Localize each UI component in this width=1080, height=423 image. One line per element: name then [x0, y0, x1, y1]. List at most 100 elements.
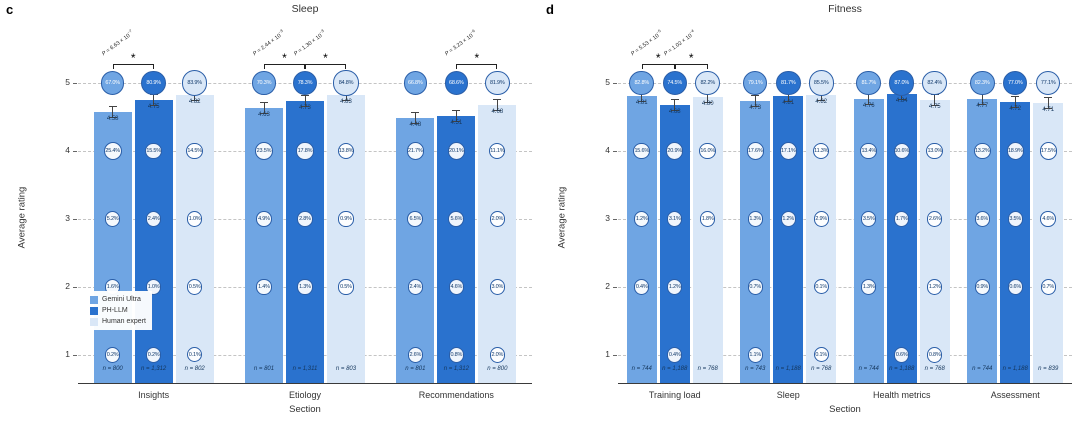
rating-bubble: 82.4%	[922, 70, 948, 96]
rating-bubble: 17.6%	[746, 142, 764, 160]
rating-bubble: 0.5%	[338, 279, 354, 295]
bar-gemini-ultra	[967, 98, 998, 383]
rating-bubble: 82.8%	[629, 70, 655, 96]
bar-human-expert	[692, 96, 723, 383]
mean-value: 4.83	[340, 98, 352, 105]
bar-gemini-ultra	[396, 118, 435, 383]
rating-bubble: 0.6%	[894, 347, 910, 363]
rating-bubble: 0.7%	[747, 279, 763, 295]
rating-bubble: 6.5%	[407, 211, 424, 227]
rating-bubble: 15.6%	[633, 142, 651, 160]
error-bar	[670, 98, 679, 111]
rating-bubble: 0.6%	[1007, 279, 1023, 295]
sample-size: n = 744	[972, 366, 993, 372]
rating-bubble: 81.9%	[484, 70, 510, 96]
category-label: Assessment	[990, 390, 1040, 400]
rating-bubble: 0.9%	[974, 279, 990, 295]
rating-bubble: 17.1%	[779, 142, 797, 160]
rating-bubble: 3.5%	[861, 211, 877, 227]
rating-bubble: 1.3%	[861, 279, 877, 295]
rating-bubble: 13.4%	[860, 142, 878, 160]
rating-bubble: 13.8%	[337, 142, 355, 160]
mean-value: 4.58	[106, 115, 119, 122]
rating-bubble: 2.9%	[813, 211, 829, 227]
significance-bracket	[456, 64, 498, 69]
rating-bubble: 1.3%	[747, 211, 763, 227]
rating-bubble: 0.9%	[338, 211, 354, 227]
category-label: Sleep	[776, 390, 800, 400]
error-bar	[1044, 96, 1053, 109]
significance-star: *	[282, 51, 287, 65]
rating-bubble: 4.6%	[1040, 211, 1057, 227]
mean-value: 4.68	[491, 108, 504, 115]
sample-size: n = 803	[335, 366, 357, 372]
mean-value: 4.75	[928, 104, 941, 110]
rating-bubble: 1.3%	[297, 279, 313, 295]
rating-bubble: 3.6%	[974, 211, 990, 227]
rating-bubble: 77.1%	[1036, 70, 1061, 96]
rating-bubble: 0.8%	[448, 347, 464, 363]
y-tick-mark	[613, 82, 617, 84]
error-bar	[411, 112, 420, 125]
rating-bubble: 66.8%	[403, 71, 427, 95]
sample-size: n = 1,188	[1002, 366, 1028, 372]
x-axis-line	[78, 383, 532, 384]
rating-bubble: 5.6%	[448, 211, 465, 227]
rating-bubble: 11.3%	[813, 142, 830, 160]
sample-size: n = 1,188	[775, 366, 801, 372]
rating-bubble: 1.4%	[256, 279, 272, 295]
sample-size: n = 1,188	[662, 366, 688, 372]
rating-bubble: 1.0%	[146, 279, 162, 295]
error-bar	[301, 95, 309, 108]
sample-size: n = 801	[405, 366, 426, 372]
chart-title: Fitness	[828, 3, 862, 15]
legend-item-ph-llm: PH-LLM	[90, 305, 146, 316]
gridline	[618, 354, 1072, 356]
category-label: Recommendations	[418, 390, 494, 400]
sample-size: n = 1,312	[141, 366, 167, 372]
bar-ph-llm	[886, 93, 917, 383]
y-tick-mark	[73, 354, 77, 356]
rating-bubble: 1.1%	[747, 347, 763, 363]
sample-size: n = 800	[487, 366, 508, 372]
y-tick-label: 2	[605, 281, 610, 291]
y-tick-mark	[73, 82, 77, 84]
y-tick-mark	[613, 286, 617, 288]
error-bar	[751, 95, 760, 108]
y-tick-mark	[613, 354, 617, 356]
rating-bubble: 83.9%	[182, 70, 208, 96]
sample-size: n = 743	[745, 366, 766, 372]
rating-bubble: 84.8%	[333, 70, 359, 96]
mean-value: 4.68	[668, 108, 681, 115]
bar-gemini-ultra	[626, 95, 657, 383]
rating-bubble: 13.0%	[926, 142, 944, 160]
rating-bubble: 1.6%	[105, 279, 121, 295]
sample-size: n = 802	[184, 366, 205, 372]
rating-bubble: 70.3%	[252, 71, 276, 95]
rating-bubble: 0.5%	[187, 279, 203, 295]
rating-bubble: 0.1%	[187, 347, 203, 363]
legend-label: PH-LLM	[102, 307, 128, 314]
rating-bubble: 78.3%	[292, 70, 318, 96]
y-tick-label: 1	[65, 349, 70, 359]
rating-bubble: 2.6%	[407, 347, 423, 363]
sample-size: n = 839	[1038, 366, 1059, 372]
rating-bubble: 77.0%	[1003, 70, 1028, 96]
bar-human-expert	[327, 94, 365, 383]
y-tick-mark	[73, 286, 77, 288]
rating-bubble: 1.8%	[700, 211, 716, 227]
rating-bubble: 81.7%	[856, 70, 882, 96]
y-tick-label: 3	[605, 213, 610, 223]
bar-gemini-ultra	[853, 99, 884, 383]
rating-bubble: 0.4%	[667, 347, 683, 363]
mean-value: 4.81	[782, 99, 795, 106]
x-axis-line	[618, 383, 1072, 384]
x-axis-label: Section	[829, 404, 861, 415]
rating-bubble: 85.5%	[808, 70, 834, 96]
rating-bubble: 0.1%	[813, 347, 829, 363]
y-tick-label: 4	[65, 145, 70, 155]
legend: Gemini Ultra PH-LLM Human expert	[84, 291, 152, 330]
sample-size: n = 1,312	[443, 366, 469, 372]
rating-bubble: 1.2%	[780, 211, 796, 227]
